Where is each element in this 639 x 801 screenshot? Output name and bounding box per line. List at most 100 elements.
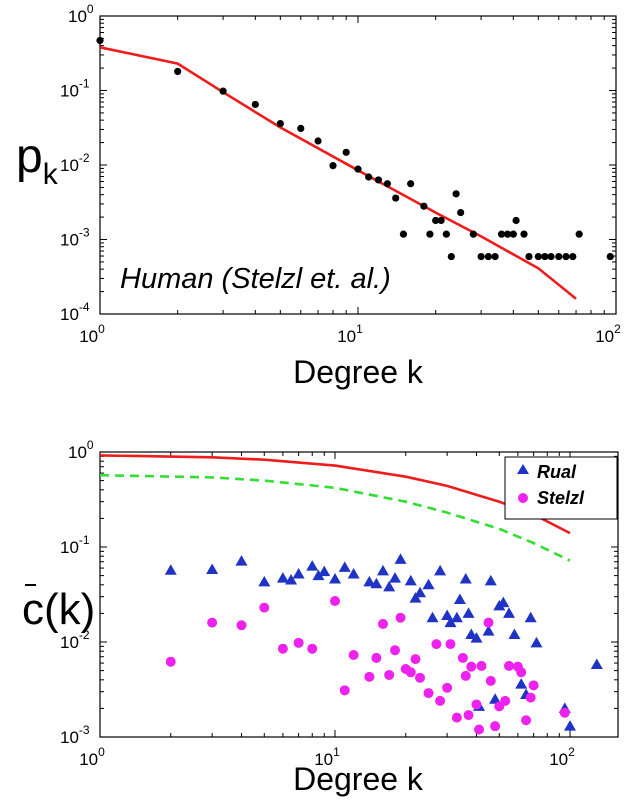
series-layer — [96, 36, 614, 300]
data-point — [329, 162, 337, 170]
y-tick-label-exponent: -3 — [79, 723, 90, 737]
rual-point — [312, 569, 325, 581]
x-tick-label-base: 10 — [549, 750, 568, 769]
rual-point — [482, 625, 495, 636]
tick-marks — [99, 15, 617, 315]
rual-point — [383, 580, 396, 592]
y-tick-label-base: 10 — [60, 538, 79, 557]
y-tick-label-exponent: -3 — [79, 226, 90, 240]
rual-point — [515, 678, 528, 689]
rual-point — [414, 586, 427, 598]
rual-point — [459, 573, 472, 584]
stelzl-point — [466, 661, 477, 672]
stelzl-point — [423, 688, 434, 699]
y-tick-label-base: 10 — [60, 82, 79, 101]
data-point — [297, 124, 305, 132]
stelzl-point — [500, 695, 511, 706]
x-tick-label-base: 10 — [337, 327, 356, 346]
rual-point — [444, 616, 457, 628]
data-point — [96, 36, 104, 45]
rual-point — [530, 636, 543, 648]
stelzl-point — [207, 617, 218, 628]
stelzl-point — [483, 617, 494, 628]
stelzl-point — [371, 652, 382, 663]
rual-point — [347, 567, 360, 579]
x-tick-label-exponent: 2 — [568, 745, 575, 759]
y-tick-label-exponent: -2 — [79, 151, 90, 165]
data-point — [276, 119, 284, 128]
x-tick-label-exponent: 0 — [98, 745, 105, 759]
y-tick-label-base: 10 — [60, 305, 79, 324]
rual-point — [590, 658, 603, 669]
stelzl-point — [476, 660, 487, 671]
data-point — [509, 230, 517, 238]
rual-point — [489, 693, 502, 704]
rual-point — [404, 574, 417, 586]
stelzl-point — [384, 669, 395, 680]
rual-point — [484, 574, 497, 586]
y-tick-label-exponent: -2 — [79, 628, 90, 642]
stelzl-point — [457, 652, 468, 663]
y-tick-label-base: 10 — [60, 633, 79, 652]
stelzl-point — [364, 671, 375, 682]
rual-point — [524, 611, 537, 623]
rual-point — [394, 553, 407, 564]
x-tick-label-exponent: 1 — [356, 322, 363, 336]
x-tick-label-base: 10 — [79, 750, 98, 769]
data-point — [497, 230, 506, 238]
data-point — [174, 67, 182, 76]
y-tick-label-exponent: 0 — [87, 2, 94, 16]
y-tick-label: 100 — [68, 438, 94, 462]
stelzl-point — [474, 724, 485, 735]
data-point — [512, 216, 520, 225]
x-tick-labels: 100 101 102 — [79, 322, 621, 346]
data-point — [575, 230, 583, 238]
stelzl-point — [395, 612, 406, 623]
y-axis-label-text: c(k) — [22, 585, 95, 634]
data-point — [426, 230, 434, 238]
stelzl-point — [435, 695, 446, 706]
y-tick-label: 10-3 — [60, 723, 90, 747]
rual-point — [508, 628, 521, 639]
stelzl-point — [460, 670, 471, 681]
stelzl-point — [516, 667, 527, 678]
data-point — [484, 252, 492, 261]
rual-point — [363, 575, 376, 587]
y-tick-label-base: 10 — [60, 231, 79, 250]
rual-point — [422, 578, 435, 590]
y-tick-label-exponent: -1 — [79, 77, 90, 91]
x-axis-label: Degree k — [293, 354, 424, 390]
rual-point — [164, 564, 177, 575]
stelzl-point — [490, 721, 501, 732]
y-tick-label-exponent: -4 — [79, 300, 90, 314]
rual-point — [503, 607, 516, 618]
stelzl-point — [431, 639, 442, 650]
y-tick-label: 10-1 — [60, 77, 90, 101]
y-tick-label: 10-1 — [60, 533, 90, 557]
legend: Rual Stelzl — [504, 456, 618, 520]
x-tick-label: 100 — [79, 745, 105, 769]
data-point — [354, 165, 362, 173]
stelzl-point — [348, 649, 359, 660]
stelzl-point — [330, 596, 341, 607]
y-axis-label: pk — [16, 130, 59, 191]
stelzl-point — [504, 660, 515, 671]
x-tick-label-exponent: 1 — [333, 745, 340, 759]
x-tick-label-base: 10 — [314, 750, 333, 769]
legend-marker-rual — [517, 464, 529, 474]
rual-point — [450, 611, 463, 623]
x-tick-label: 100 — [79, 322, 105, 346]
annotation: Human (Stelzl et. al.) — [120, 263, 391, 295]
stelzl-point — [451, 712, 462, 723]
rual-point — [426, 611, 439, 623]
x-tick-labels: 100 101 102 — [79, 745, 575, 769]
y-tick-label: 10-4 — [60, 300, 90, 324]
data-point — [342, 148, 350, 156]
rual-point — [306, 560, 319, 571]
legend-label-stelzl: Stelzl — [537, 488, 585, 508]
y-tick-label-base: 10 — [68, 443, 87, 462]
dashed-line-series — [99, 473, 571, 562]
